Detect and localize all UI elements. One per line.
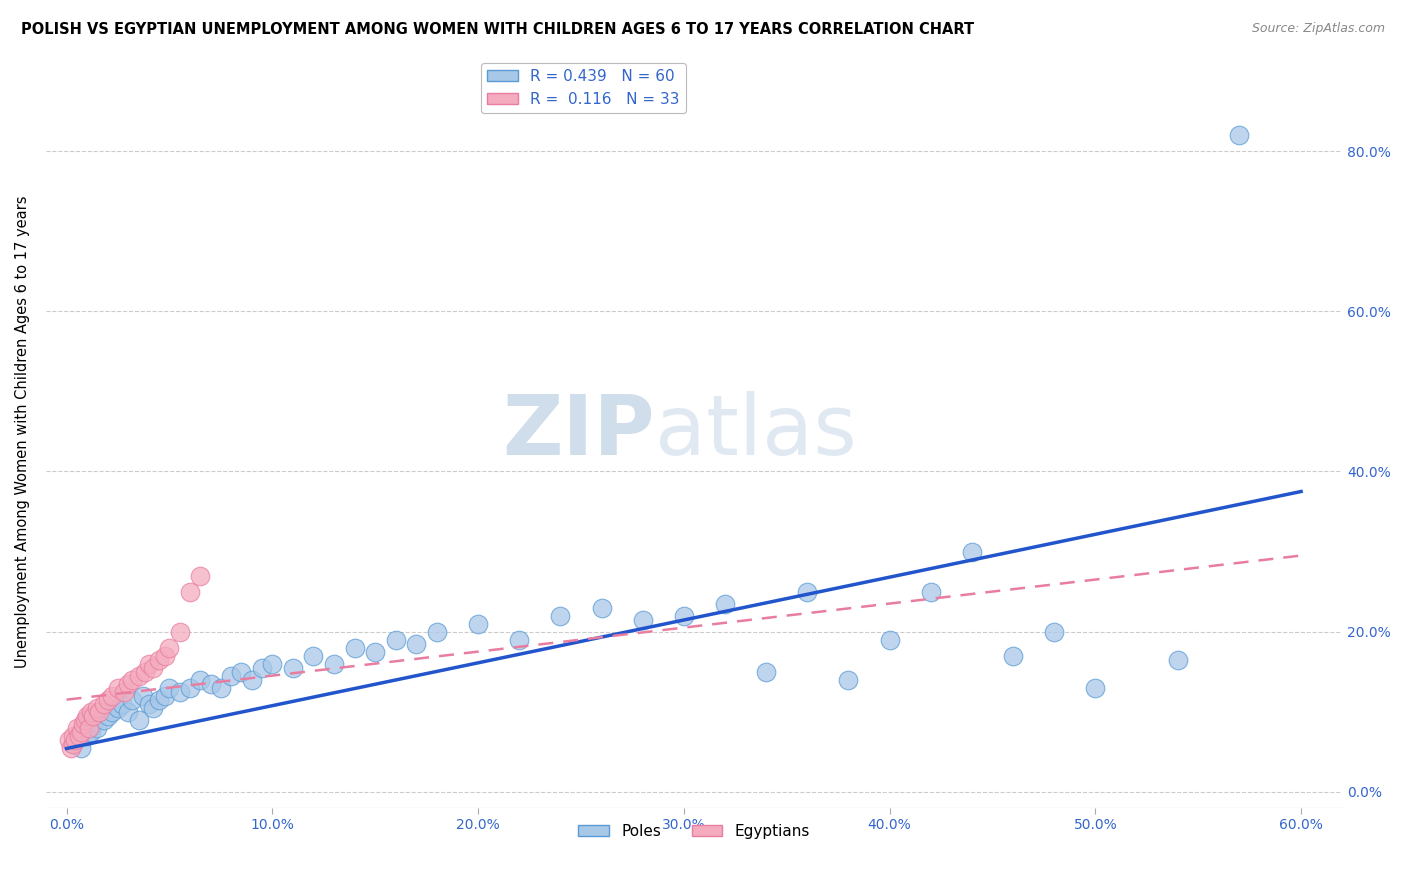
Point bbox=[121, 692, 143, 706]
Point bbox=[112, 684, 135, 698]
Point bbox=[188, 673, 211, 687]
Point bbox=[66, 729, 89, 743]
Point bbox=[508, 632, 530, 647]
Point bbox=[200, 676, 222, 690]
Point bbox=[591, 600, 613, 615]
Point bbox=[70, 740, 93, 755]
Point bbox=[426, 624, 449, 639]
Point bbox=[70, 724, 93, 739]
Point bbox=[405, 637, 427, 651]
Point bbox=[59, 740, 82, 755]
Point bbox=[117, 705, 139, 719]
Point bbox=[138, 697, 160, 711]
Point bbox=[631, 613, 654, 627]
Point bbox=[343, 640, 366, 655]
Point bbox=[219, 668, 242, 682]
Text: Source: ZipAtlas.com: Source: ZipAtlas.com bbox=[1251, 22, 1385, 36]
Point bbox=[111, 697, 134, 711]
Point bbox=[1084, 681, 1107, 695]
Point bbox=[148, 692, 170, 706]
Point bbox=[72, 716, 94, 731]
Text: ZIP: ZIP bbox=[503, 391, 655, 472]
Point bbox=[76, 708, 98, 723]
Point bbox=[131, 689, 153, 703]
Point bbox=[75, 713, 97, 727]
Point bbox=[837, 673, 859, 687]
Point bbox=[97, 708, 120, 723]
Point bbox=[467, 616, 489, 631]
Point bbox=[159, 681, 181, 695]
Point bbox=[107, 681, 129, 695]
Point bbox=[80, 705, 103, 719]
Point bbox=[66, 721, 89, 735]
Y-axis label: Unemployment Among Women with Children Ages 6 to 17 years: Unemployment Among Women with Children A… bbox=[15, 195, 30, 668]
Point bbox=[117, 676, 139, 690]
Point bbox=[93, 713, 115, 727]
Point bbox=[1227, 128, 1250, 143]
Point bbox=[155, 648, 177, 663]
Point bbox=[107, 700, 129, 714]
Point bbox=[159, 640, 181, 655]
Point bbox=[82, 716, 104, 731]
Point bbox=[77, 721, 100, 735]
Point bbox=[384, 632, 406, 647]
Point bbox=[188, 568, 211, 582]
Point bbox=[209, 681, 232, 695]
Point bbox=[364, 645, 387, 659]
Point bbox=[169, 684, 191, 698]
Point bbox=[1002, 648, 1025, 663]
Point bbox=[142, 660, 165, 674]
Point bbox=[960, 544, 983, 558]
Point bbox=[121, 673, 143, 687]
Point bbox=[755, 665, 778, 679]
Point bbox=[97, 692, 120, 706]
Point bbox=[58, 732, 80, 747]
Point bbox=[281, 660, 304, 674]
Point bbox=[920, 584, 942, 599]
Point bbox=[80, 724, 103, 739]
Point bbox=[62, 737, 84, 751]
Point bbox=[101, 705, 124, 719]
Point bbox=[714, 597, 737, 611]
Point bbox=[89, 705, 111, 719]
Point bbox=[76, 729, 98, 743]
Point bbox=[240, 673, 263, 687]
Point bbox=[128, 713, 150, 727]
Point bbox=[179, 584, 201, 599]
Point bbox=[672, 608, 695, 623]
Point bbox=[1043, 624, 1066, 639]
Point bbox=[302, 648, 325, 663]
Point bbox=[550, 608, 572, 623]
Point bbox=[63, 732, 86, 747]
Point bbox=[101, 689, 124, 703]
Point bbox=[62, 737, 84, 751]
Text: atlas: atlas bbox=[655, 391, 858, 472]
Point bbox=[86, 721, 108, 735]
Point bbox=[879, 632, 901, 647]
Point bbox=[93, 697, 115, 711]
Point bbox=[89, 705, 111, 719]
Point bbox=[179, 681, 201, 695]
Legend: Poles, Egyptians: Poles, Egyptians bbox=[572, 818, 815, 846]
Point bbox=[796, 584, 818, 599]
Point bbox=[262, 657, 284, 671]
Point bbox=[86, 700, 108, 714]
Point bbox=[128, 668, 150, 682]
Point bbox=[67, 729, 90, 743]
Point bbox=[138, 657, 160, 671]
Point bbox=[142, 700, 165, 714]
Point bbox=[155, 689, 177, 703]
Point bbox=[323, 657, 346, 671]
Point bbox=[72, 721, 94, 735]
Point bbox=[62, 729, 84, 743]
Point bbox=[250, 660, 273, 674]
Point bbox=[1167, 652, 1189, 666]
Point bbox=[76, 713, 98, 727]
Point bbox=[169, 624, 191, 639]
Point bbox=[148, 652, 170, 666]
Point bbox=[82, 708, 104, 723]
Point bbox=[231, 665, 253, 679]
Point bbox=[134, 665, 156, 679]
Text: POLISH VS EGYPTIAN UNEMPLOYMENT AMONG WOMEN WITH CHILDREN AGES 6 TO 17 YEARS COR: POLISH VS EGYPTIAN UNEMPLOYMENT AMONG WO… bbox=[21, 22, 974, 37]
